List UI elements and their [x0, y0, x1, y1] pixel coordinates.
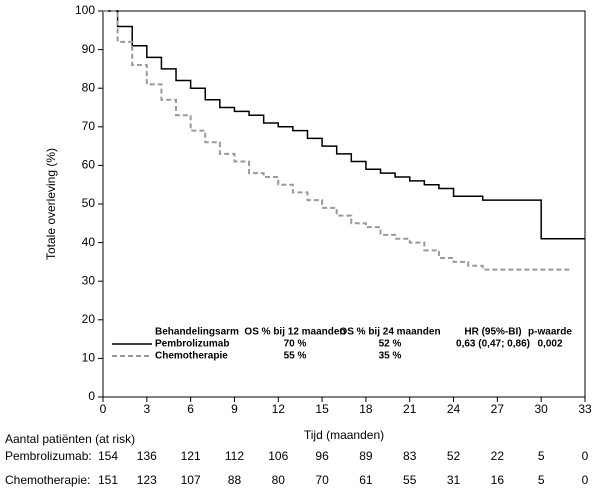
legend-cell: 0,63 (0,47; 0,86) — [456, 339, 530, 350]
x-tick-label: 18 — [359, 402, 373, 416]
y-tick-label: 90 — [82, 42, 96, 56]
y-tick-label: 0 — [88, 389, 95, 403]
legend-header: p-waarde — [528, 327, 572, 338]
risk-row-name: Chemotherapie: — [5, 473, 90, 487]
risk-count: 88 — [228, 473, 242, 487]
risk-count: 55 — [403, 473, 417, 487]
risk-count: 52 — [447, 449, 461, 463]
legend-header: Behandelingsarm — [155, 327, 239, 338]
legend-cell: 35 % — [379, 351, 402, 362]
survival-line — [103, 10, 571, 271]
x-tick-label: 12 — [272, 402, 286, 416]
risk-title: Aantal patiënten (at risk) — [5, 432, 135, 446]
survival-line — [103, 10, 585, 240]
x-tick-label: 0 — [100, 402, 107, 416]
x-tick-label: 15 — [315, 402, 329, 416]
risk-count: 154 — [98, 449, 118, 463]
risk-count: 107 — [181, 473, 201, 487]
y-tick-label: 70 — [82, 119, 96, 133]
y-tick-label: 80 — [82, 80, 96, 94]
risk-count: 89 — [359, 449, 373, 463]
legend-cell: 52 % — [379, 339, 402, 350]
y-tick-label: 60 — [82, 158, 96, 172]
risk-count: 5 — [538, 449, 545, 463]
risk-count: 151 — [98, 473, 118, 487]
risk-row-name: Pembrolizumab: — [5, 449, 92, 463]
legend-cell: 70 % — [284, 339, 307, 350]
y-tick-label: 100 — [75, 3, 95, 17]
x-tick-label: 21 — [403, 402, 417, 416]
legend-cell: 55 % — [284, 351, 307, 362]
risk-count: 83 — [403, 449, 417, 463]
x-tick-label: 33 — [578, 402, 592, 416]
y-tick-label: 50 — [82, 196, 96, 210]
risk-count: 70 — [315, 473, 329, 487]
y-tick-label: 10 — [82, 351, 96, 365]
x-tick-label: 9 — [231, 402, 238, 416]
risk-count: 0 — [582, 473, 589, 487]
y-tick-label: 20 — [82, 312, 96, 326]
x-tick-label: 6 — [187, 402, 194, 416]
risk-count: 112 — [225, 449, 244, 463]
risk-count: 121 — [181, 449, 201, 463]
legend-header: HR (95%-BI) — [464, 327, 521, 338]
x-tick-label: 3 — [143, 402, 150, 416]
legend-cell: 0,002 — [537, 339, 562, 350]
y-tick-label: 40 — [82, 235, 96, 249]
risk-count: 96 — [315, 449, 329, 463]
x-tick-label: 30 — [535, 402, 549, 416]
x-axis-label: Tijd (maanden) — [304, 428, 384, 442]
risk-count: 5 — [538, 473, 545, 487]
y-tick-label: 30 — [82, 273, 96, 287]
y-axis-label: Totale overleving (%) — [44, 148, 58, 260]
x-tick-label: 24 — [447, 402, 461, 416]
risk-count: 0 — [582, 449, 589, 463]
risk-count: 31 — [447, 473, 461, 487]
x-tick-label: 27 — [491, 402, 505, 416]
legend-label: Pembrolizumab — [155, 339, 229, 350]
risk-count: 106 — [268, 449, 288, 463]
risk-count: 123 — [137, 473, 157, 487]
legend-header: OS % bij 12 maanden — [244, 327, 345, 338]
risk-count: 80 — [272, 473, 286, 487]
risk-count: 136 — [137, 449, 157, 463]
risk-count: 16 — [491, 473, 505, 487]
risk-count: 61 — [359, 473, 373, 487]
legend-header: OS % bij 24 maanden — [339, 327, 440, 338]
legend-label: Chemotherapie — [155, 351, 228, 362]
risk-count: 22 — [491, 449, 505, 463]
